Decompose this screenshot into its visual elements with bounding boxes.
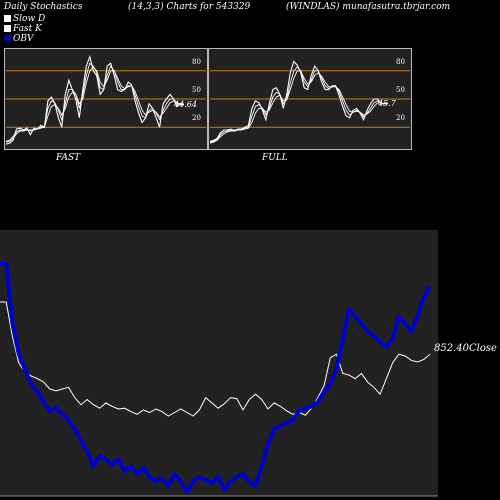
stoch-series-line-2 <box>5 66 185 143</box>
y-tick-label: 80 <box>192 58 201 66</box>
y-tick-label: 50 <box>192 86 201 94</box>
y-tick-label: 20 <box>192 114 201 122</box>
fast-k-swatch <box>4 25 11 32</box>
legend-slow-d-label: Slow D <box>13 14 46 24</box>
close-price-line <box>0 301 431 417</box>
stoch-series-line-2 <box>209 70 388 144</box>
legend-obv: OBV <box>4 34 34 44</box>
obv-close-chart: 852.40Close <box>0 230 497 497</box>
full-stochastic-chart: 80 50 20 45.7 <box>208 48 412 150</box>
chart-title-right: (WINDLAS) munafasutra.tbrjar.com <box>286 2 451 12</box>
legend-slow-d: Slow D <box>4 14 45 24</box>
close-value-label: 852.40Close <box>434 343 497 354</box>
chart-title-left: Daily Stochastics <box>4 2 83 12</box>
full-panel-label: FULL <box>262 153 288 163</box>
y-tick-label: 20 <box>396 114 405 122</box>
obv-swatch <box>4 35 11 42</box>
legend-obv-label: OBV <box>13 34 34 44</box>
chart-title-mid: (14,3,3) Charts for 543329 <box>128 2 251 12</box>
legend-fast-k-label: Fast K <box>13 24 42 34</box>
y-tick-label: 50 <box>396 86 405 94</box>
fast-panel-label: FAST <box>56 153 81 163</box>
slow-d-swatch <box>4 15 11 22</box>
last-value-label: 45.7 <box>377 99 397 108</box>
stoch-series-line-0 <box>5 54 185 145</box>
last-value-label: 44.64 <box>173 100 197 109</box>
fast-stochastic-chart: 80 50 20 44.64 <box>4 48 208 150</box>
legend-fast-k: Fast K <box>4 24 42 34</box>
obv-panel-bg <box>0 230 438 496</box>
obv-line <box>0 262 432 494</box>
y-tick-label: 80 <box>396 58 405 66</box>
